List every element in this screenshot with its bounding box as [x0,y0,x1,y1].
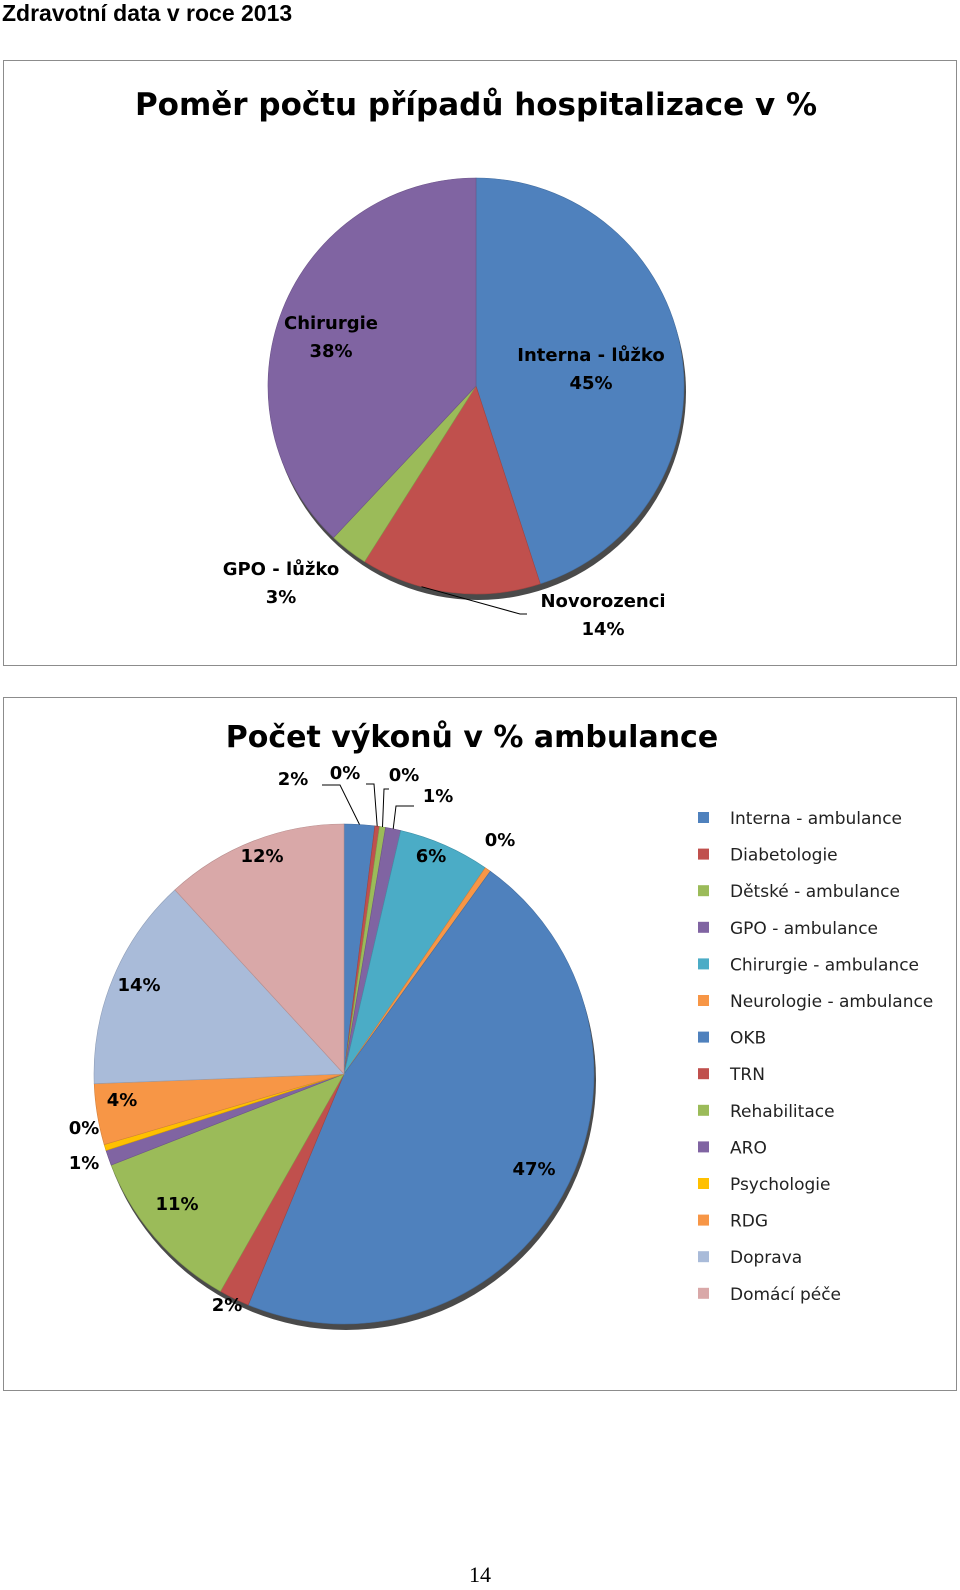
chart2-legend-swatch-aro [698,1141,709,1153]
chart2-legend-label-neurologie-ambulance: Neurologie - ambulance [730,992,933,1012]
chart2-value-doprava: 14% [117,975,160,996]
chart2-value-chirurgie-ambulance: 6% [416,846,447,867]
chart2-legend-label-rehabilitace: Rehabilitace [730,1102,835,1122]
chart2-legend-label-rdg: RDG [730,1212,768,1232]
chart2-slice-doprava [93,889,345,1084]
ambulance-chart: Počet výkonů v % ambulance 2% 0% 0% 1% 6% 0% 47… [3,697,957,1391]
chart2-legend-label-gpo-ambulance: GPO - ambulance [730,919,878,939]
chart2-legend-label-aro: ARO [730,1138,767,1158]
chart2-legend-swatch-interna-ambulance [698,812,709,823]
chart2-legend-swatch-chirurgie-ambulance [698,958,709,970]
chart2-value-aro: 1% [69,1153,100,1174]
chart2-slice-okb [247,870,595,1325]
chart1-slice-interna-luzko [475,177,685,585]
chart2-leader-diabetologie [366,783,378,827]
chart2-value-detske-ambulance: 0% [389,765,420,786]
chart2-legend-label-interna-ambulance: Interna - ambulance [730,809,902,829]
chart1-value-chirurgie: 38% [309,341,352,362]
chart2-value-trn: 2% [212,1295,243,1316]
chart2-value-rehabilitace: 11% [155,1194,198,1215]
chart2-legend-swatch-trn [698,1068,709,1080]
chart2-slice-domaci-pece [174,823,345,1075]
chart2-legend-label-okb: OKB [730,1029,766,1049]
chart1-label-interna-luzko: Interna - lůžko [517,344,664,366]
chart2-value-diabetologie: 0% [330,763,361,784]
chart2-legend-swatch-domaci-pece [698,1287,709,1299]
chart2-legend-label-trn: TRN [729,1065,765,1085]
chart2-value-neurologie-ambulance: 0% [485,830,516,851]
chart2-slice-rehabilitace [110,1073,345,1292]
chart2-legend-label-diabetologie: Diabetologie [730,846,838,866]
chart1-title: Poměr počtu případů hospitalizace v % [135,87,817,123]
chart2-legend-label-psychologie: Psychologie [730,1175,831,1195]
chart2-legend-swatch-doprava [698,1251,709,1263]
chart2-value-domaci-pece: 12% [240,846,283,867]
chart1-value-gpo-luzko: 3% [266,587,297,608]
chart1-leader-novorozenci [421,586,527,615]
chart2-leader-detske-ambulance [382,788,389,828]
chart2-legend-swatch-neurologie-ambulance [698,995,709,1006]
chart2-value-psychologie: 0% [69,1118,100,1139]
page-heading: Zdravotní data v roce 2013 [2,0,293,26]
chart2-legend-swatch-diabetologie [698,848,709,860]
chart2-legend-swatch-psychologie [698,1178,709,1189]
chart2-legend-swatch-gpo-ambulance [698,921,709,933]
chart2-legend-swatch-detske-ambulance [698,885,709,897]
chart2-leader-gpo-ambulance [392,805,414,829]
chart1-label-novorozenci: Novorozenci [540,591,665,612]
chart2-legend-swatch-rehabilitace [698,1104,709,1116]
chart2-title: Počet výkonů v % ambulance [226,719,718,755]
chart2-value-okb: 47% [512,1159,555,1180]
chart2-value-rdg: 4% [107,1090,138,1111]
chart1-label-chirurgie: Chirurgie [284,313,378,334]
page-number: 14 [469,1562,491,1587]
chart2-legend-label-chirurgie-ambulance: Chirurgie - ambulance [730,955,919,975]
chart2-legend-label-detske-ambulance: Dětské - ambulance [730,882,900,902]
chart2-leader-interna-ambulance [322,784,360,825]
hospitalization-chart: Poměr počtu případů hospitalizace v % Int… [3,60,957,666]
chart2-legend-swatch-okb [698,1031,709,1043]
hospitalization-pie-svg: Poměr počtu případů hospitalizace v % Int… [135,87,817,640]
chart2-legend-swatch-rdg [698,1214,709,1226]
chart1-slice-chirurgie [267,177,477,539]
chart1-label-gpo-luzko: GPO - lůžko [223,558,340,580]
chart1-value-interna-luzko: 45% [569,373,612,394]
chart1-slice-novorozenci [364,385,541,595]
chart2-legend-label-doprava: Doprava [730,1248,802,1268]
chart2-value-gpo-ambulance: 1% [423,786,454,807]
chart2-legend-label-domaci-pece: Domácí péče [730,1285,841,1305]
chart2-value-interna-ambulance: 2% [278,769,309,790]
chart1-value-novorozenci: 14% [581,619,624,640]
